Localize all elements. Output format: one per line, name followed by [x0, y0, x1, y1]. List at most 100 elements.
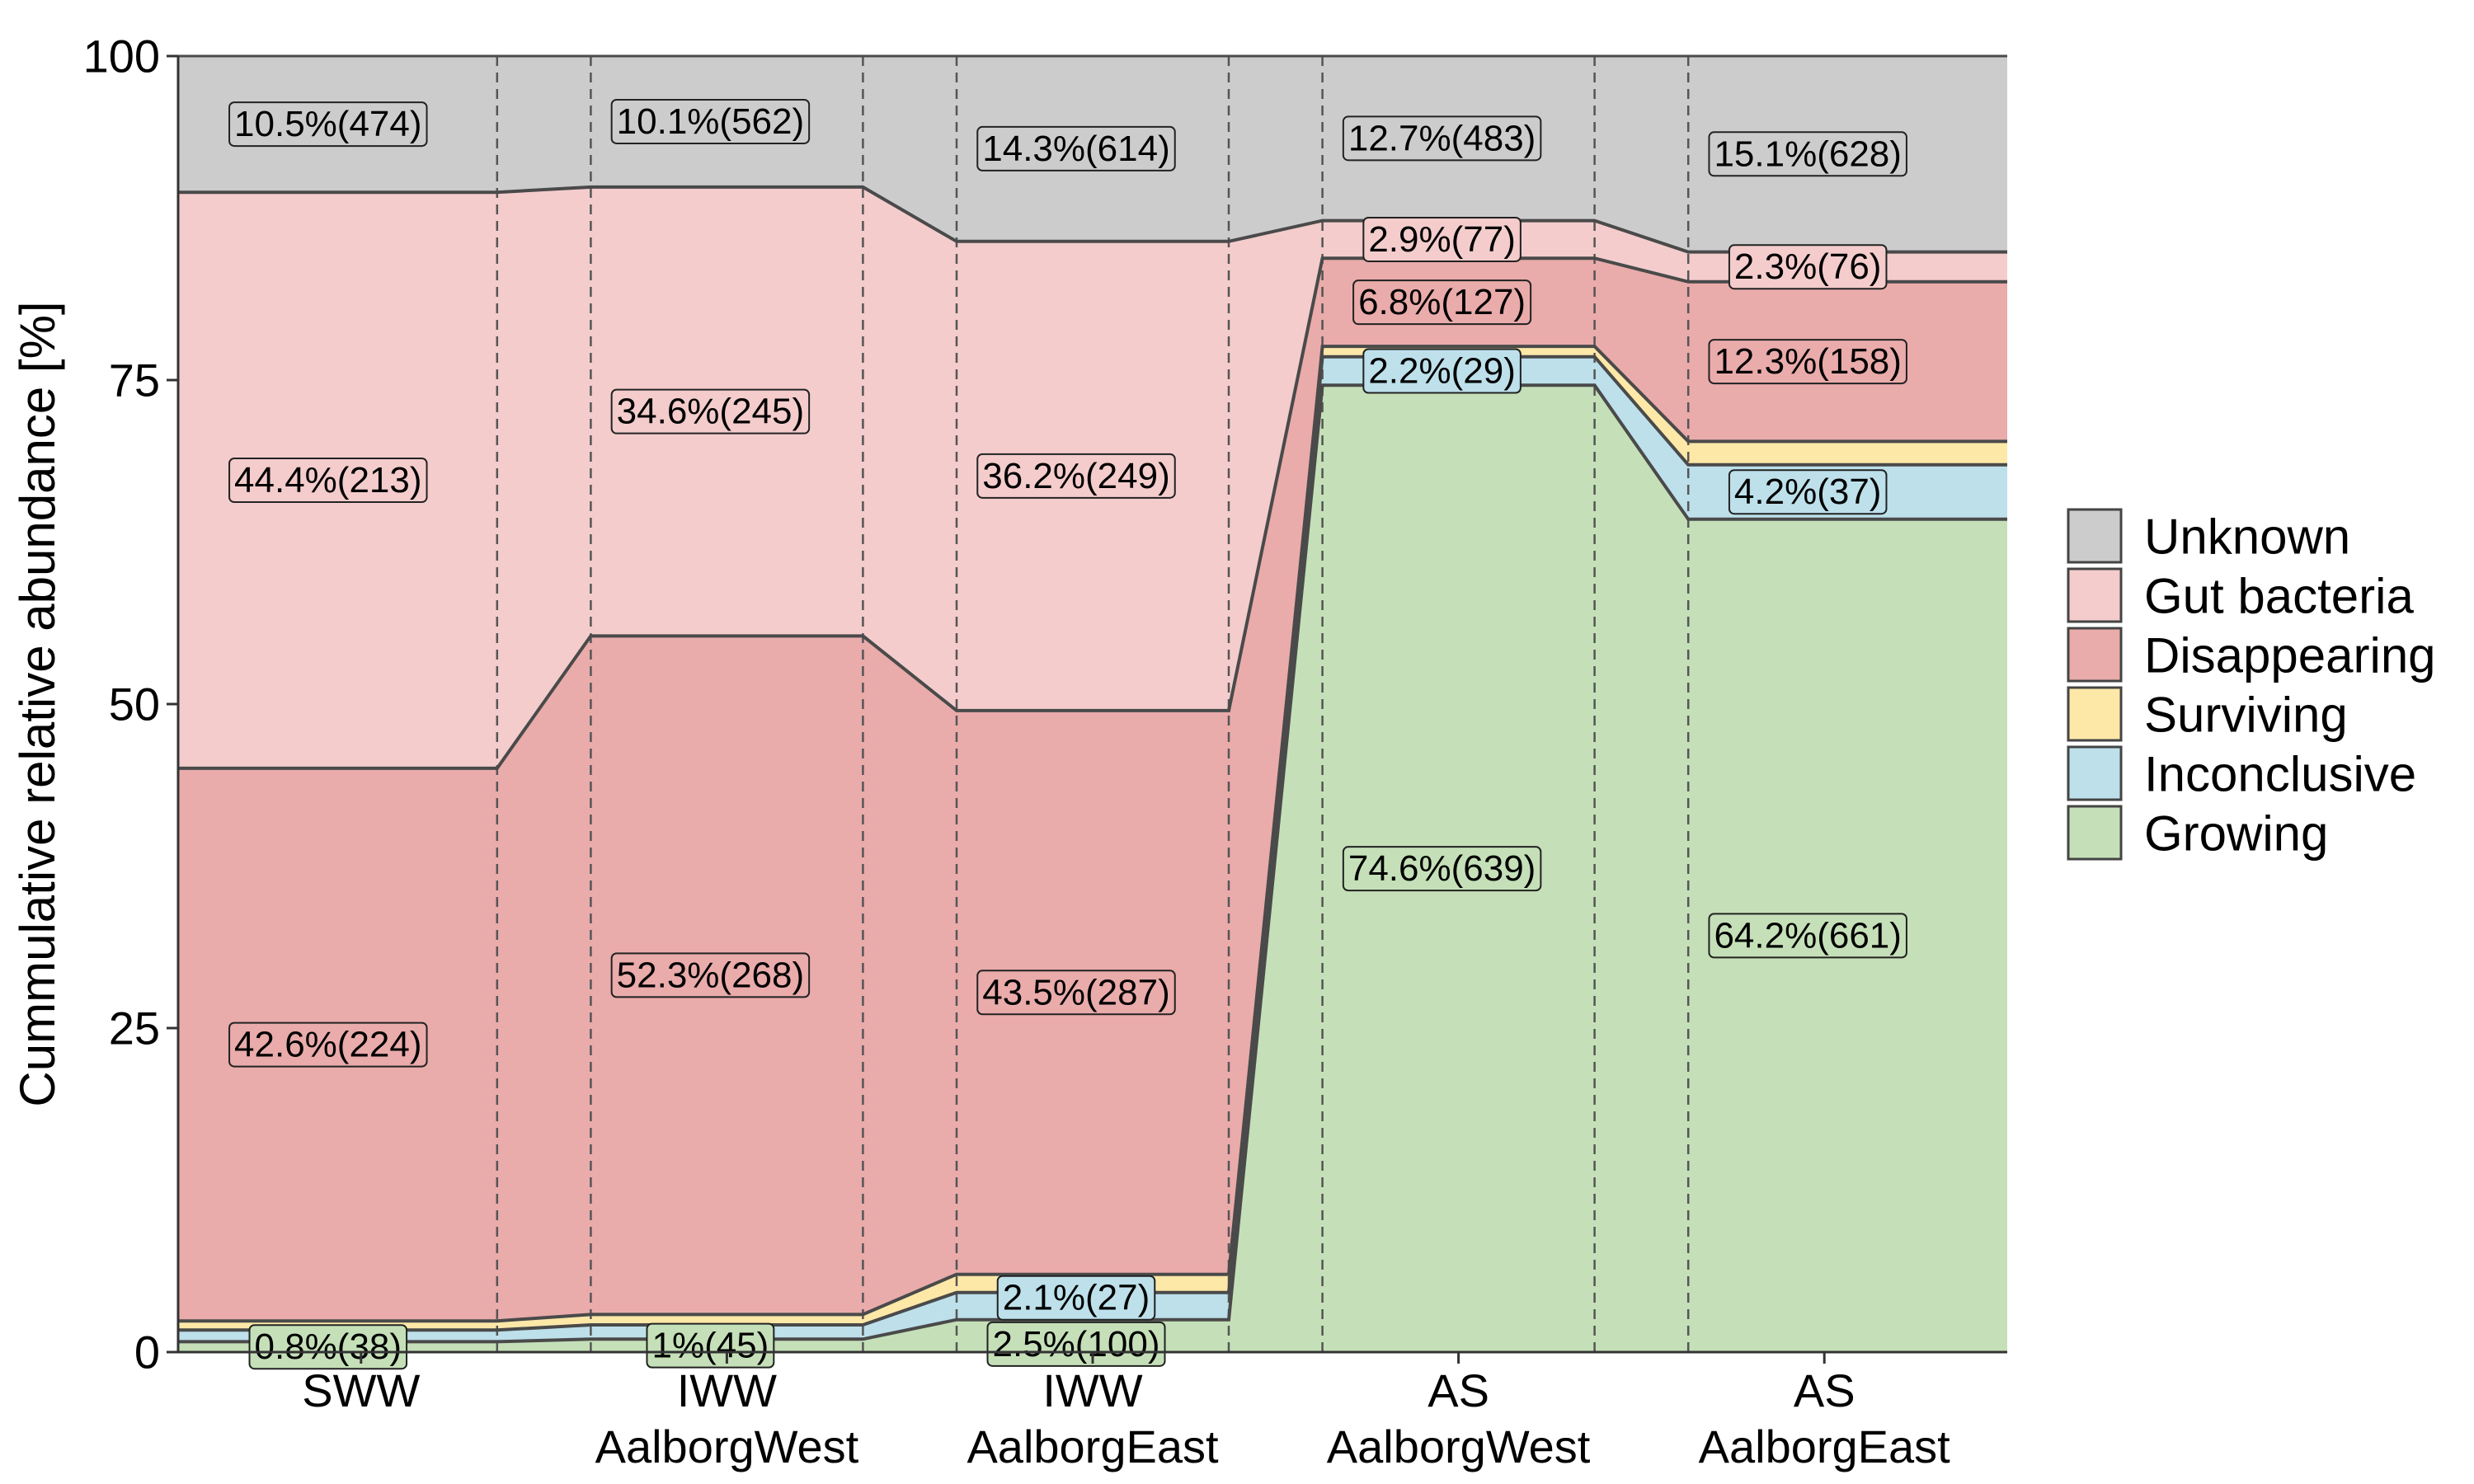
y-tick-label: 25	[109, 1003, 160, 1054]
series-boundary-line	[178, 345, 2007, 1323]
data-label: 12.7%(483)	[1342, 115, 1542, 162]
data-label-text: 43.5%(287)	[982, 972, 1169, 1012]
data-label: 14.3%(614)	[976, 125, 1176, 171]
legend-item: Unknown	[2067, 508, 2350, 565]
data-label: 42.6%(224)	[228, 1021, 428, 1068]
data-label-box	[1708, 339, 1907, 385]
data-label: 10.1%(562)	[610, 98, 811, 144]
legend-swatch	[2067, 686, 2123, 742]
data-label: 2.3%(76)	[1728, 244, 1888, 290]
legend-swatch	[2067, 745, 2123, 801]
data-label: 43.5%(287)	[976, 970, 1176, 1016]
y-tick-label: 100	[83, 31, 160, 82]
data-label-box	[1708, 913, 1907, 959]
data-label: 12.3%(158)	[1708, 339, 1907, 385]
legend-item: Surviving	[2067, 686, 2348, 743]
data-label-box	[228, 1021, 428, 1068]
legend-item: Inconclusive	[2067, 745, 2416, 802]
data-label-box	[1362, 216, 1522, 262]
data-label-text: 15.1%(628)	[1714, 134, 1901, 174]
data-label-text: 0.8%(38)	[255, 1327, 402, 1367]
data-label-text: 14.3%(614)	[982, 129, 1169, 169]
data-label: 2.9%(77)	[1362, 216, 1522, 262]
x-tick-label: IWW	[677, 1364, 777, 1416]
series-boundary-line	[178, 256, 2007, 770]
data-label-box	[610, 98, 811, 144]
legend-swatch	[2067, 567, 2123, 623]
data-label: 74.6%(639)	[1342, 846, 1542, 892]
data-label-text: 2.5%(100)	[992, 1324, 1159, 1364]
legend-item: Growing	[2067, 805, 2328, 862]
x-tick-label-line2: AalborgEast	[967, 1421, 1219, 1472]
data-label-box	[996, 1275, 1156, 1321]
data-label-text: 2.3%(76)	[1734, 247, 1882, 287]
data-label: 2.5%(100)	[986, 1321, 1166, 1367]
series-boundary-line	[178, 185, 2007, 254]
data-labels: 0.8%(38) 42.6%(224) 44.4%(213) 10.5%(474) 1%…	[228, 98, 1907, 1370]
data-label: 2.1%(27)	[996, 1275, 1156, 1321]
legend-label: Inconclusive	[2144, 747, 2416, 802]
x-tick-label: SWW	[302, 1364, 420, 1416]
data-label-box	[1342, 846, 1542, 892]
x-tick-label: IWW	[1042, 1364, 1142, 1416]
data-label-text: 36.2%(249)	[982, 456, 1169, 496]
data-label-text: 10.1%(562)	[617, 101, 804, 142]
x-tick-label: AS	[1427, 1364, 1489, 1416]
data-label-box	[1708, 131, 1907, 177]
data-label-text: 34.6%(245)	[617, 392, 804, 432]
data-label-text: 6.8%(127)	[1358, 282, 1526, 322]
area-surviving	[178, 346, 2007, 1331]
data-label-box	[1342, 115, 1542, 162]
data-label-box	[1728, 469, 1888, 515]
x-tick-label-line2: AalborgWest	[595, 1421, 859, 1472]
data-label-box	[976, 453, 1176, 499]
data-label: 10.5%(474)	[228, 101, 428, 148]
data-label: 1%(45)	[646, 1322, 775, 1369]
data-label-box	[976, 970, 1176, 1016]
x-tick-label: AS	[1794, 1364, 1856, 1416]
x-ticks: SWW IWWAalborgWestIWWAalborgEastASAalborg…	[302, 1352, 1950, 1472]
data-label: 2.2%(29)	[1362, 348, 1522, 394]
data-label-text: 12.7%(483)	[1348, 118, 1536, 158]
data-label-text: 2.2%(29)	[1368, 350, 1516, 391]
data-label-box	[1352, 279, 1532, 326]
data-label-text: 42.6%(224)	[234, 1025, 421, 1065]
data-label: 36.2%(249)	[976, 453, 1176, 499]
data-label-text: 2.1%(27)	[1003, 1278, 1150, 1318]
legend-label: Gut bacteria	[2144, 569, 2414, 624]
data-label-text: 64.2%(661)	[1714, 915, 1901, 956]
y-ticks: 0 25 50 75 100	[83, 31, 178, 1378]
data-label: 0.8%(38)	[248, 1324, 408, 1370]
area-growing	[178, 385, 2007, 1352]
data-label-text: 2.9%(77)	[1368, 219, 1516, 260]
legend-item: Gut bacteria	[2067, 567, 2414, 624]
data-label-text: 1%(45)	[651, 1326, 769, 1366]
legend-swatch	[2067, 805, 2123, 861]
x-tick-label-line2: AalborgEast	[1699, 1421, 1951, 1472]
data-label: 52.3%(268)	[610, 952, 811, 998]
data-label-box	[228, 101, 428, 148]
legend-label: Unknown	[2144, 510, 2350, 565]
data-label: 4.2%(37)	[1728, 469, 1888, 515]
data-label-box	[248, 1324, 408, 1370]
data-label-box	[228, 458, 428, 504]
data-label-text: 10.5%(474)	[234, 104, 421, 144]
y-tick-label: 75	[109, 355, 160, 406]
legend-label: Surviving	[2144, 688, 2348, 743]
legend-item: Disappearing	[2067, 627, 2436, 683]
data-label-box	[610, 952, 811, 998]
area-disappearing	[178, 258, 2007, 1322]
data-label: 34.6%(245)	[610, 388, 811, 434]
data-label-box	[1728, 244, 1888, 290]
data-label-box	[976, 125, 1176, 171]
data-label-box	[1362, 348, 1522, 394]
x-tick-label-line2: AalborgWest	[1327, 1421, 1591, 1472]
data-label: 6.8%(127)	[1352, 279, 1532, 326]
data-label-text: 74.6%(639)	[1348, 848, 1536, 889]
data-label-text: 4.2%(37)	[1734, 472, 1882, 512]
data-label: 44.4%(213)	[228, 458, 428, 504]
data-label-text: 52.3%(268)	[617, 955, 804, 995]
legend-swatch	[2067, 627, 2123, 683]
